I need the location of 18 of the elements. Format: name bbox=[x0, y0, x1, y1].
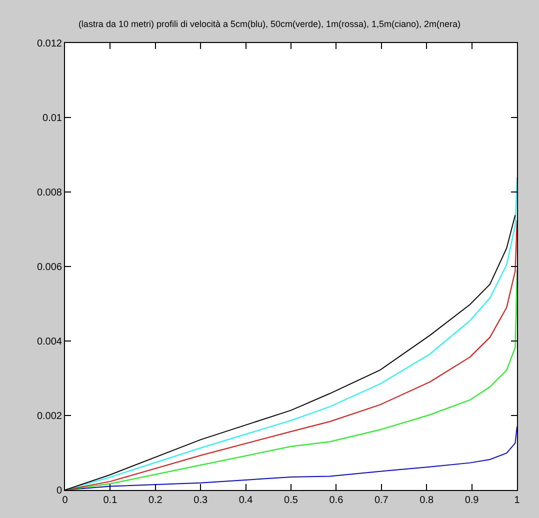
x-tick-label: 0.8 bbox=[420, 495, 434, 506]
y-tick-label: 0 bbox=[56, 486, 62, 496]
x-tick-label: 0.3 bbox=[194, 495, 208, 506]
x-tick-label: 0.4 bbox=[238, 495, 254, 506]
chart-title: (lastra da 10 metri) profili di velocità a 5cm(blu), 50cm(verde), 1m(rossa), 1,5m(ciano), 2m(nera) bbox=[78, 19, 461, 30]
y-tick-label: 0.004 bbox=[36, 336, 62, 348]
y-tick-label: 0.002 bbox=[36, 411, 62, 422]
y-tick-label: 0.01 bbox=[42, 113, 62, 124]
y-tick-label: 0.012 bbox=[36, 38, 62, 50]
x-tick-label: 0.9 bbox=[464, 495, 480, 506]
y-tick-label: 0.006 bbox=[36, 262, 62, 273]
x-tick-label: 0.2 bbox=[148, 495, 163, 506]
x-tick-label: 0.1 bbox=[103, 495, 118, 506]
y-tick-label: 0.008 bbox=[36, 188, 62, 198]
x-tick-label: 1 bbox=[514, 495, 520, 506]
x-tick-label: 0.5 bbox=[284, 495, 298, 506]
x-tick-label: 0.6 bbox=[329, 495, 344, 506]
x-tick-label: 0.7 bbox=[374, 495, 389, 506]
